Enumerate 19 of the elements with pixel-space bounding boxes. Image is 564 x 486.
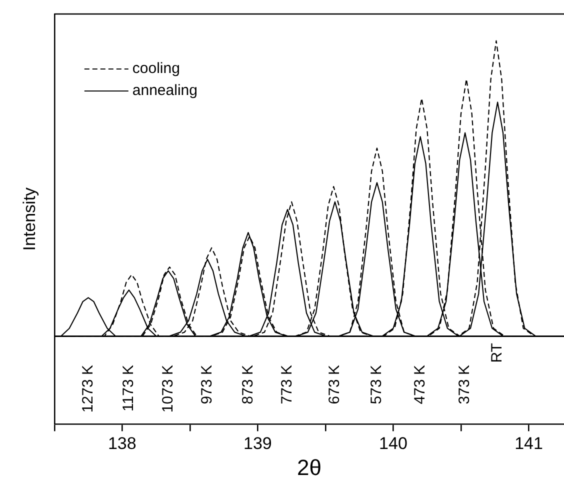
x-tick-label: 140	[379, 434, 408, 454]
x-axis-title: 2θ	[296, 454, 322, 480]
annotation: 873 K	[239, 365, 256, 404]
annotation: 973 K	[198, 365, 216, 404]
annotation: 1173 K	[120, 365, 138, 412]
annotation: RT	[488, 343, 506, 363]
annotation: 573 K	[368, 365, 386, 404]
x-tick-label: 139	[244, 434, 272, 454]
annotation: 1273 K	[79, 365, 96, 413]
x-tick-label: 138	[108, 434, 136, 454]
annotation: 473 K	[411, 365, 428, 404]
x-tick-label: 141	[514, 434, 543, 454]
annotation: 1073 K	[159, 365, 176, 413]
annotation: 373 K	[456, 365, 474, 404]
legend-label: cooling	[132, 60, 180, 78]
y-axis-title: Intensity	[20, 186, 39, 251]
annotation: 773 K	[278, 365, 296, 404]
legend-label: annealing	[132, 82, 198, 100]
annotation: 673 K	[326, 365, 344, 404]
